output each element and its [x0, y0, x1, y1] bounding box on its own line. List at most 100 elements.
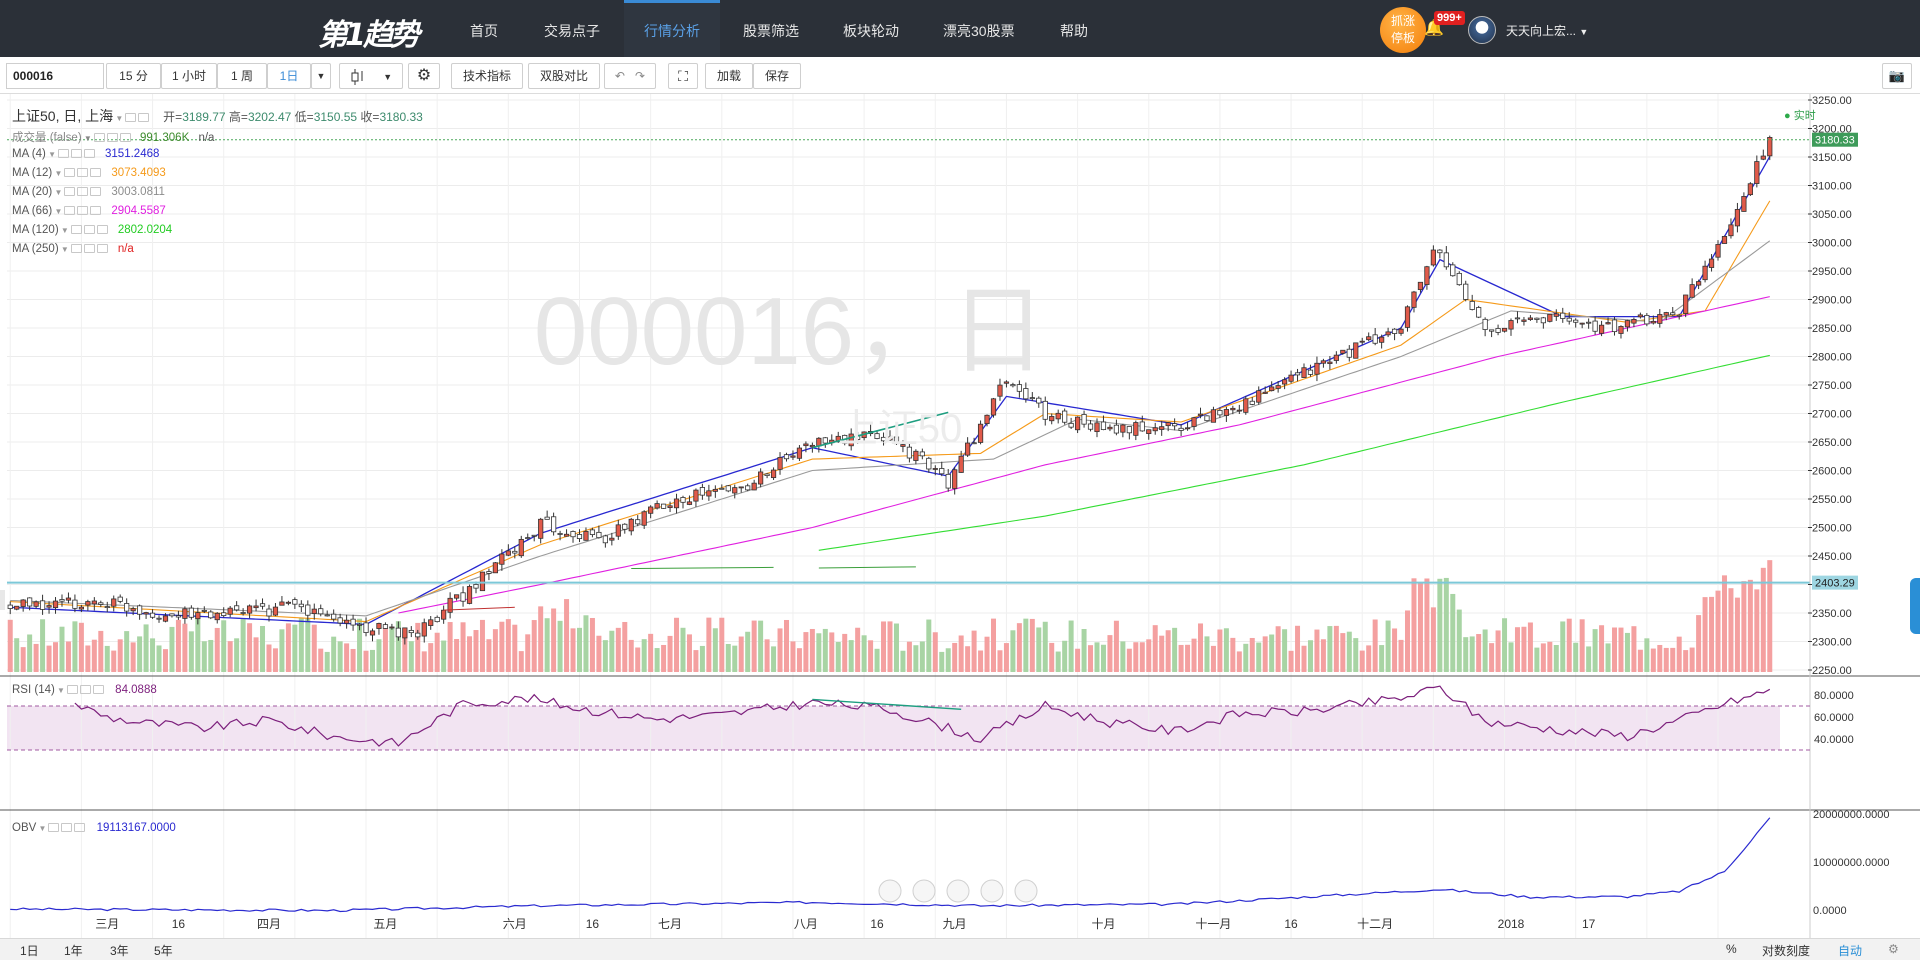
candle-body	[272, 606, 279, 616]
gear-icon[interactable]: ⚙	[1888, 942, 1899, 956]
nav-trade-ideas[interactable]: 交易点子	[544, 23, 600, 39]
ma-settings-icon[interactable]	[70, 244, 82, 254]
zoom-out-icon[interactable]	[878, 879, 902, 903]
chart-area[interactable]: 000016，日 上证50 3250.00 3200.00 3150.00 3100.00…	[0, 94, 1920, 940]
side-panel-toggle[interactable]	[1910, 578, 1920, 634]
chart-type-button[interactable]: ▼	[339, 63, 403, 89]
ma-visibility-icon[interactable]	[71, 149, 83, 159]
interval-dropdown-caret[interactable]: ▼	[311, 63, 331, 89]
symbol-title: 上证50, 日, 上海	[12, 108, 114, 124]
nav-beautiful-30[interactable]: 漂亮30股票	[943, 23, 1015, 39]
percent-toggle[interactable]: %	[1726, 942, 1737, 956]
ma-visibility-icon[interactable]	[77, 187, 89, 197]
candle-body	[78, 606, 84, 610]
scroll-left-icon[interactable]	[980, 879, 1004, 903]
obv-visibility-icon[interactable]	[61, 823, 73, 833]
volume-bar	[1210, 645, 1216, 672]
save-button[interactable]: 保存	[753, 63, 801, 89]
candle-body	[1081, 414, 1087, 425]
ma-caret-icon[interactable]: ▼	[58, 245, 69, 254]
limit-up-alert-button[interactable]: 抓涨 停板	[1380, 7, 1426, 53]
interval-1h[interactable]: 1 小时	[161, 63, 217, 89]
range-1y[interactable]: 1年	[64, 944, 83, 958]
indicators-button[interactable]: 技术指标	[451, 63, 523, 89]
ma-visibility-icon[interactable]	[83, 225, 95, 235]
ma-visibility-icon[interactable]	[83, 244, 95, 254]
volume-bar	[835, 642, 841, 672]
ma-close-icon[interactable]	[84, 149, 96, 159]
candle-body	[1521, 319, 1527, 322]
ma-settings-icon[interactable]	[58, 149, 70, 159]
candle-body	[1282, 379, 1288, 385]
range-5y[interactable]: 5年	[154, 944, 173, 958]
ma-settings-icon[interactable]	[64, 206, 76, 216]
price-tick-label: 2650.00	[1812, 437, 1852, 449]
volume-visibility-icon[interactable]	[106, 133, 118, 143]
rsi-close-icon[interactable]	[92, 685, 104, 695]
site-logo[interactable]: 第1趋势	[318, 18, 420, 53]
zoom-in-icon[interactable]	[912, 879, 936, 903]
reset-icon[interactable]	[946, 879, 970, 903]
volume-bar	[1489, 643, 1495, 672]
auto-scale-toggle[interactable]: 自动	[1838, 944, 1863, 958]
ma-visibility-icon[interactable]	[77, 168, 89, 178]
compare-button[interactable]: 双股对比	[528, 63, 600, 89]
symbol-input[interactable]	[6, 63, 104, 89]
camera-icon[interactable]: 📷	[1882, 63, 1912, 89]
rsi-visibility-icon[interactable]	[79, 685, 91, 695]
ma-settings-icon[interactable]	[70, 225, 82, 235]
settings-icon[interactable]	[125, 112, 137, 122]
log-scale-toggle[interactable]: 对数刻度	[1762, 944, 1811, 958]
title-caret-icon[interactable]: ▼	[113, 114, 124, 123]
nav-stock-screener[interactable]: 股票筛选	[743, 23, 799, 39]
obv-settings-icon[interactable]	[48, 823, 60, 833]
ma-close-icon[interactable]	[96, 244, 108, 254]
nav-home[interactable]: 首页	[470, 23, 498, 39]
candle-body	[382, 624, 389, 629]
redo-icon[interactable]: ↷	[635, 69, 646, 83]
volume-bar	[130, 642, 136, 672]
load-button[interactable]: 加载	[705, 63, 753, 89]
ma-close-icon[interactable]	[90, 187, 102, 197]
candle-body	[1527, 317, 1534, 320]
ma-settings-icon[interactable]	[64, 168, 76, 178]
candle-body	[1586, 321, 1592, 324]
fullscreen-icon[interactable]: ⛶	[668, 63, 698, 89]
range-1d[interactable]: 1日	[20, 944, 39, 958]
interval-1w[interactable]: 1 周	[217, 63, 267, 89]
ma-caret-icon[interactable]: ▼	[58, 226, 69, 235]
ma-close-icon[interactable]	[90, 168, 102, 178]
candle-body	[1443, 252, 1449, 268]
ma-caret-icon[interactable]: ▼	[52, 169, 63, 178]
rsi-settings-icon[interactable]	[66, 685, 78, 695]
obv-close-icon[interactable]	[74, 823, 86, 833]
nav-market-analysis[interactable]: 行情分析	[624, 0, 720, 57]
volume-bar	[1728, 588, 1734, 672]
ma-settings-icon[interactable]	[64, 187, 76, 197]
undo-icon[interactable]: ↶	[614, 69, 625, 83]
ma-caret-icon[interactable]: ▼	[45, 150, 57, 159]
candle-body	[667, 505, 673, 509]
scroll-right-icon[interactable]	[1014, 879, 1038, 903]
volume-settings-icon[interactable]	[93, 133, 105, 143]
range-3y[interactable]: 3年	[110, 944, 129, 958]
ma-caret-icon[interactable]: ▼	[52, 207, 63, 216]
avatar[interactable]	[1468, 16, 1496, 44]
left-panel-toggle[interactable]	[0, 590, 5, 610]
volume-close-icon[interactable]	[119, 133, 131, 143]
volume-value: 991.306K	[140, 132, 190, 144]
nav-sector-rotation[interactable]: 板块轮动	[843, 23, 899, 39]
ma-close-icon[interactable]	[96, 225, 108, 235]
visibility-icon[interactable]	[138, 112, 150, 122]
ma-visibility-icon[interactable]	[77, 206, 89, 216]
interval-1d[interactable]: 1日	[267, 63, 311, 89]
username-menu[interactable]: 天天向上宏... ▼	[1506, 22, 1588, 39]
ma-close-icon[interactable]	[90, 206, 102, 216]
interval-15m[interactable]: 15 分	[106, 63, 161, 89]
gear-icon[interactable]: ⚙	[408, 63, 440, 89]
candle-body	[725, 485, 731, 492]
nav-help[interactable]: 帮助	[1060, 23, 1088, 39]
candle-body	[1023, 388, 1029, 400]
ma-caret-icon[interactable]: ▼	[52, 188, 63, 197]
